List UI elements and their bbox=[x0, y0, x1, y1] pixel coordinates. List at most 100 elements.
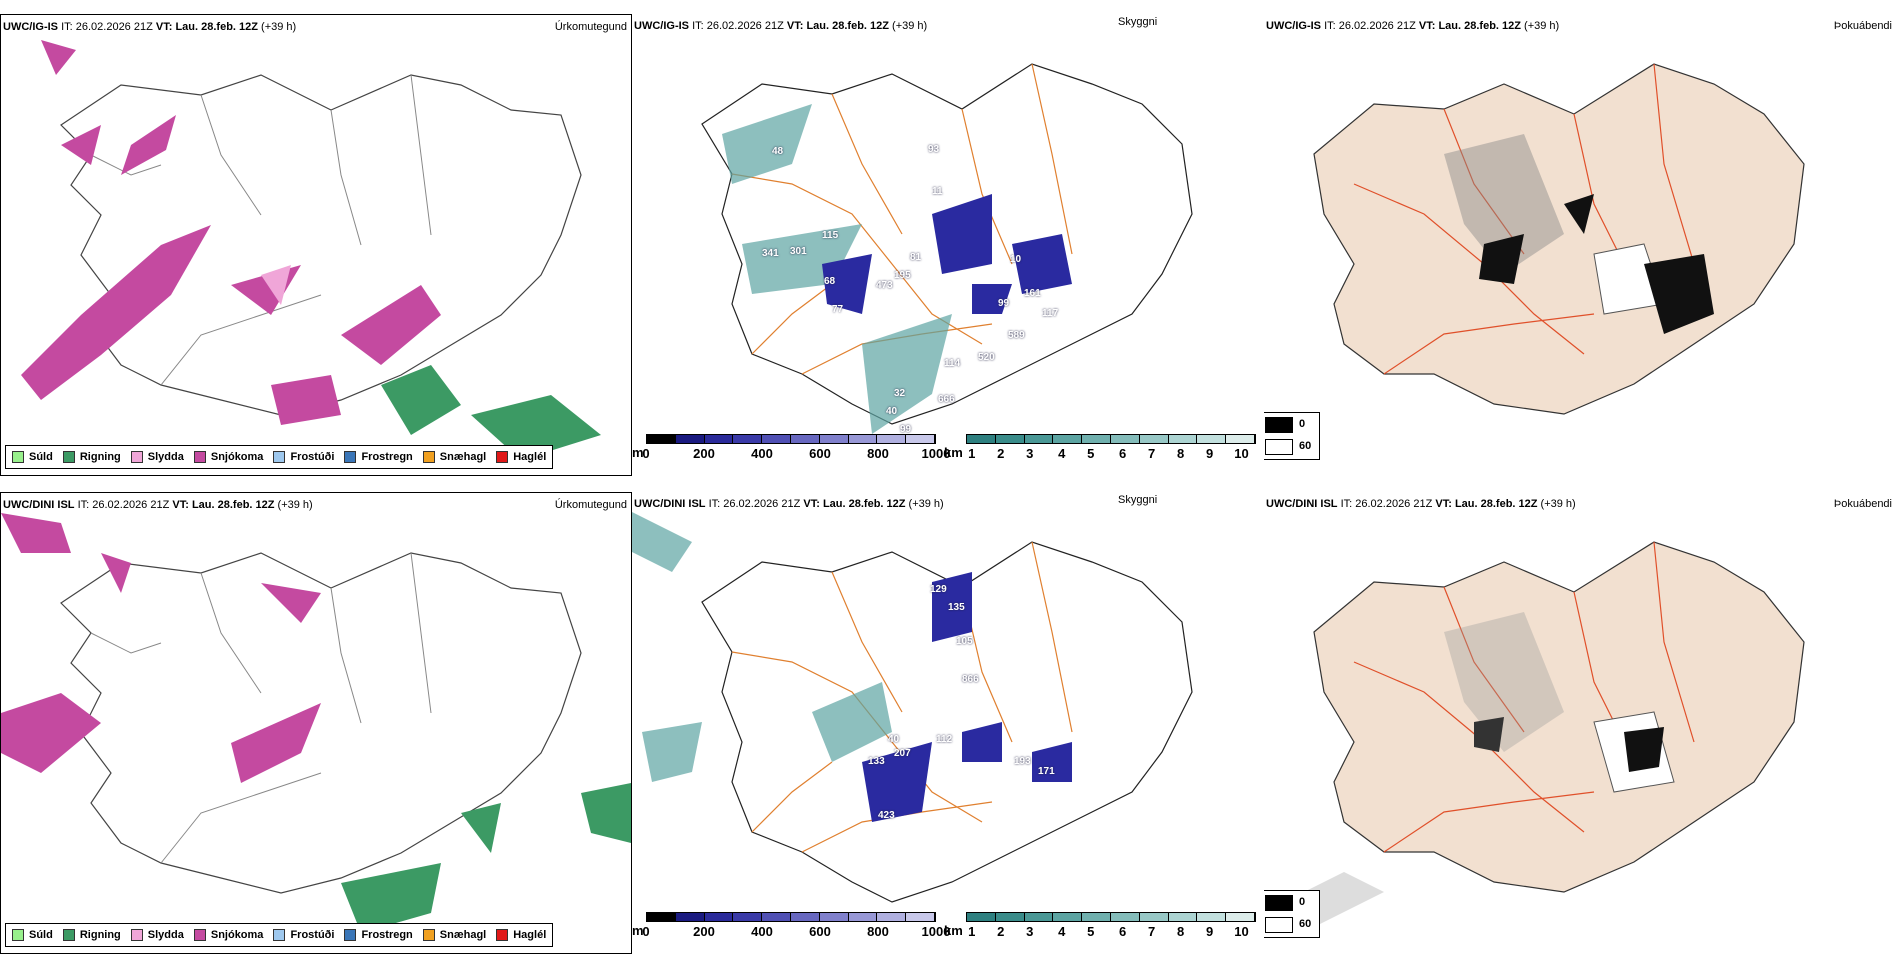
fog-panel-bottom: Þokuábendi UWC/DINI ISL IT: 26.02.2026 2… bbox=[1264, 492, 1896, 954]
swatch bbox=[130, 451, 143, 463]
swatch bbox=[62, 929, 75, 941]
swatch bbox=[12, 451, 24, 463]
cloud-base-label: 195 bbox=[894, 270, 911, 281]
fog-legend-top: 0 60 bbox=[1264, 412, 1320, 460]
colorbar-boxes bbox=[646, 434, 936, 444]
colorbar-unit: m bbox=[632, 445, 644, 460]
cloud-base-label: 40 bbox=[886, 406, 898, 417]
swatch bbox=[344, 451, 357, 463]
cloud-base-label: 99 bbox=[998, 298, 1010, 309]
legend-item: Rigning bbox=[62, 929, 121, 941]
fog-legend-bottom: 0 60 bbox=[1264, 890, 1320, 938]
cloud-base-label: 207 bbox=[894, 748, 911, 759]
legend-item: Haglél bbox=[496, 929, 546, 941]
cloud-base-label: 473 bbox=[876, 280, 893, 291]
precip-legend-bottom: Súld Rigning Slydda Snjókoma Frostúði Fr… bbox=[5, 923, 554, 947]
cloud-base-label: 423 bbox=[878, 810, 895, 821]
cloud-base-label: 133 bbox=[868, 756, 885, 767]
cloud-base-label: 93 bbox=[928, 144, 940, 155]
swatch bbox=[62, 451, 75, 463]
panel-title-precip-bottom: Úrkomutegund bbox=[554, 499, 627, 511]
swatch bbox=[273, 451, 286, 463]
cloud-base-label: 193 bbox=[1014, 756, 1031, 767]
fog-map-bottom bbox=[1264, 541, 1805, 932]
fog-legend-value-top: 0 bbox=[1299, 896, 1306, 908]
cloud-base-label: 301 bbox=[790, 246, 807, 257]
colorbar-unit: km bbox=[944, 923, 963, 938]
swatch bbox=[12, 929, 24, 941]
fog-legend-swatch-dark bbox=[1265, 895, 1293, 911]
legend-item: Frostregn bbox=[344, 929, 413, 941]
fog-map-top bbox=[1313, 63, 1805, 415]
colorbar-tick-labels: 1 2 3 4 5 6 7 8 9 10 bbox=[968, 924, 1249, 939]
legend-item: Súld bbox=[12, 451, 53, 463]
header-bottom-cloud: UWC/DINI ISL IT: 26.02.2026 21Z VT: Lau.… bbox=[634, 498, 944, 510]
fog-legend-value-top: 0 bbox=[1299, 418, 1306, 430]
panel-title-cloud-top: Skyggni bbox=[1118, 16, 1158, 28]
legend-item: Snjókoma bbox=[193, 929, 263, 941]
panel-title-fog-bottom: Þokuábendi bbox=[1833, 498, 1892, 510]
legend-item: Snæhagl bbox=[422, 451, 486, 463]
fog-legend-swatch-light bbox=[1265, 917, 1293, 933]
legend-item: Snjókoma bbox=[193, 451, 263, 463]
cloud-base-label: 135 bbox=[948, 602, 965, 613]
colorbar-tick-labels: 0 200 400 600 800 1000 bbox=[642, 446, 951, 461]
legend-item: Haglél bbox=[496, 451, 546, 463]
legend-item: Slydda bbox=[130, 451, 184, 463]
cloud-base-label: 99 bbox=[900, 424, 912, 435]
cloud-base-label: 10 bbox=[1010, 254, 1022, 265]
colorbar-boxes bbox=[646, 912, 936, 922]
cloud-panel-top: Skyggni UWC/IG-IS IT: 26.02.2026 21Z VT:… bbox=[632, 14, 1264, 476]
visibility-colorbar-bottom: km 1 2 3 4 5 6 7 8 9 10 bbox=[944, 912, 1256, 939]
swatch bbox=[422, 451, 435, 463]
legend-item: Rigning bbox=[62, 451, 121, 463]
colorbar-tick-labels: 1 2 3 4 5 6 7 8 9 10 bbox=[968, 446, 1249, 461]
ceiling-colorbar-bottom: m 0 200 400 600 800 1000 bbox=[632, 912, 951, 939]
header-top-cloud: UWC/IG-IS IT: 26.02.2026 21Z VT: Lau. 28… bbox=[634, 20, 928, 32]
cloud-base-label: 161 bbox=[1024, 288, 1041, 299]
swatch bbox=[130, 929, 143, 941]
cloud-base-label: 129 bbox=[930, 584, 947, 595]
cloud-base-label: 105 bbox=[956, 636, 973, 647]
visibility-colorbar-top: km 1 2 3 4 5 6 7 8 9 10 bbox=[944, 434, 1256, 461]
cloud-panel-bottom: Skyggni UWC/DINI ISL IT: 26.02.2026 21Z … bbox=[632, 492, 1264, 954]
legend-item: Snæhagl bbox=[422, 929, 486, 941]
panel-title-fog-top: Þokuábendi bbox=[1833, 20, 1892, 32]
precip-panel-bottom: UWC/DINI ISL IT: 26.02.2026 21Z VT: Lau.… bbox=[0, 492, 632, 954]
cloud-base-label: 68 bbox=[824, 276, 836, 287]
colorbar-tick-labels: 0 200 400 600 800 1000 bbox=[642, 924, 951, 939]
cloud-base-label: 866 bbox=[962, 674, 979, 685]
panel-title-precip-top: Úrkomutegund bbox=[554, 21, 627, 33]
swatch bbox=[422, 929, 435, 941]
legend-item: Frostregn bbox=[344, 451, 413, 463]
cloud-base-label: 11 bbox=[932, 186, 943, 197]
cloud-base-label: 81 bbox=[910, 252, 922, 263]
cloud-base-label: 666 bbox=[938, 394, 955, 405]
swatch bbox=[193, 929, 206, 941]
cloud-base-label: 48 bbox=[772, 146, 784, 157]
cloud-base-label: 341 bbox=[762, 248, 779, 259]
legend-item: Súld bbox=[12, 929, 53, 941]
cloud-base-label: 77 bbox=[832, 304, 844, 315]
fog-legend-value-bottom: 60 bbox=[1299, 918, 1312, 930]
legend-item: Frostúði bbox=[273, 929, 334, 941]
swatch bbox=[344, 929, 357, 941]
cloud-base-label: 115 bbox=[822, 230, 839, 241]
cloud-base-label: 112 bbox=[936, 734, 953, 745]
colorbar-unit: km bbox=[944, 445, 963, 460]
cloud-map-bottom bbox=[632, 512, 1193, 903]
cloud-base-label: 32 bbox=[894, 388, 906, 399]
legend-item: Slydda bbox=[130, 929, 184, 941]
panel-title-cloud-bottom: Skyggni bbox=[1118, 494, 1158, 506]
colorbar-boxes bbox=[966, 912, 1256, 922]
precip-panel-top: UWC/IG-IS IT: 26.02.2026 21Z VT: Lau. 28… bbox=[0, 14, 632, 476]
fog-legend-value-bottom: 60 bbox=[1299, 440, 1312, 452]
swatch bbox=[273, 929, 286, 941]
header-bottom-precip: UWC/DINI ISL IT: 26.02.2026 21Z VT: Lau.… bbox=[3, 499, 313, 511]
cloud-base-label: 589 bbox=[1008, 330, 1025, 341]
swatch bbox=[193, 451, 206, 463]
cloud-base-label: 171 bbox=[1038, 766, 1055, 777]
colorbar-boxes bbox=[966, 434, 1256, 444]
precip-map-top bbox=[21, 40, 601, 460]
header-top-fog: UWC/IG-IS IT: 26.02.2026 21Z VT: Lau. 28… bbox=[1266, 20, 1560, 32]
